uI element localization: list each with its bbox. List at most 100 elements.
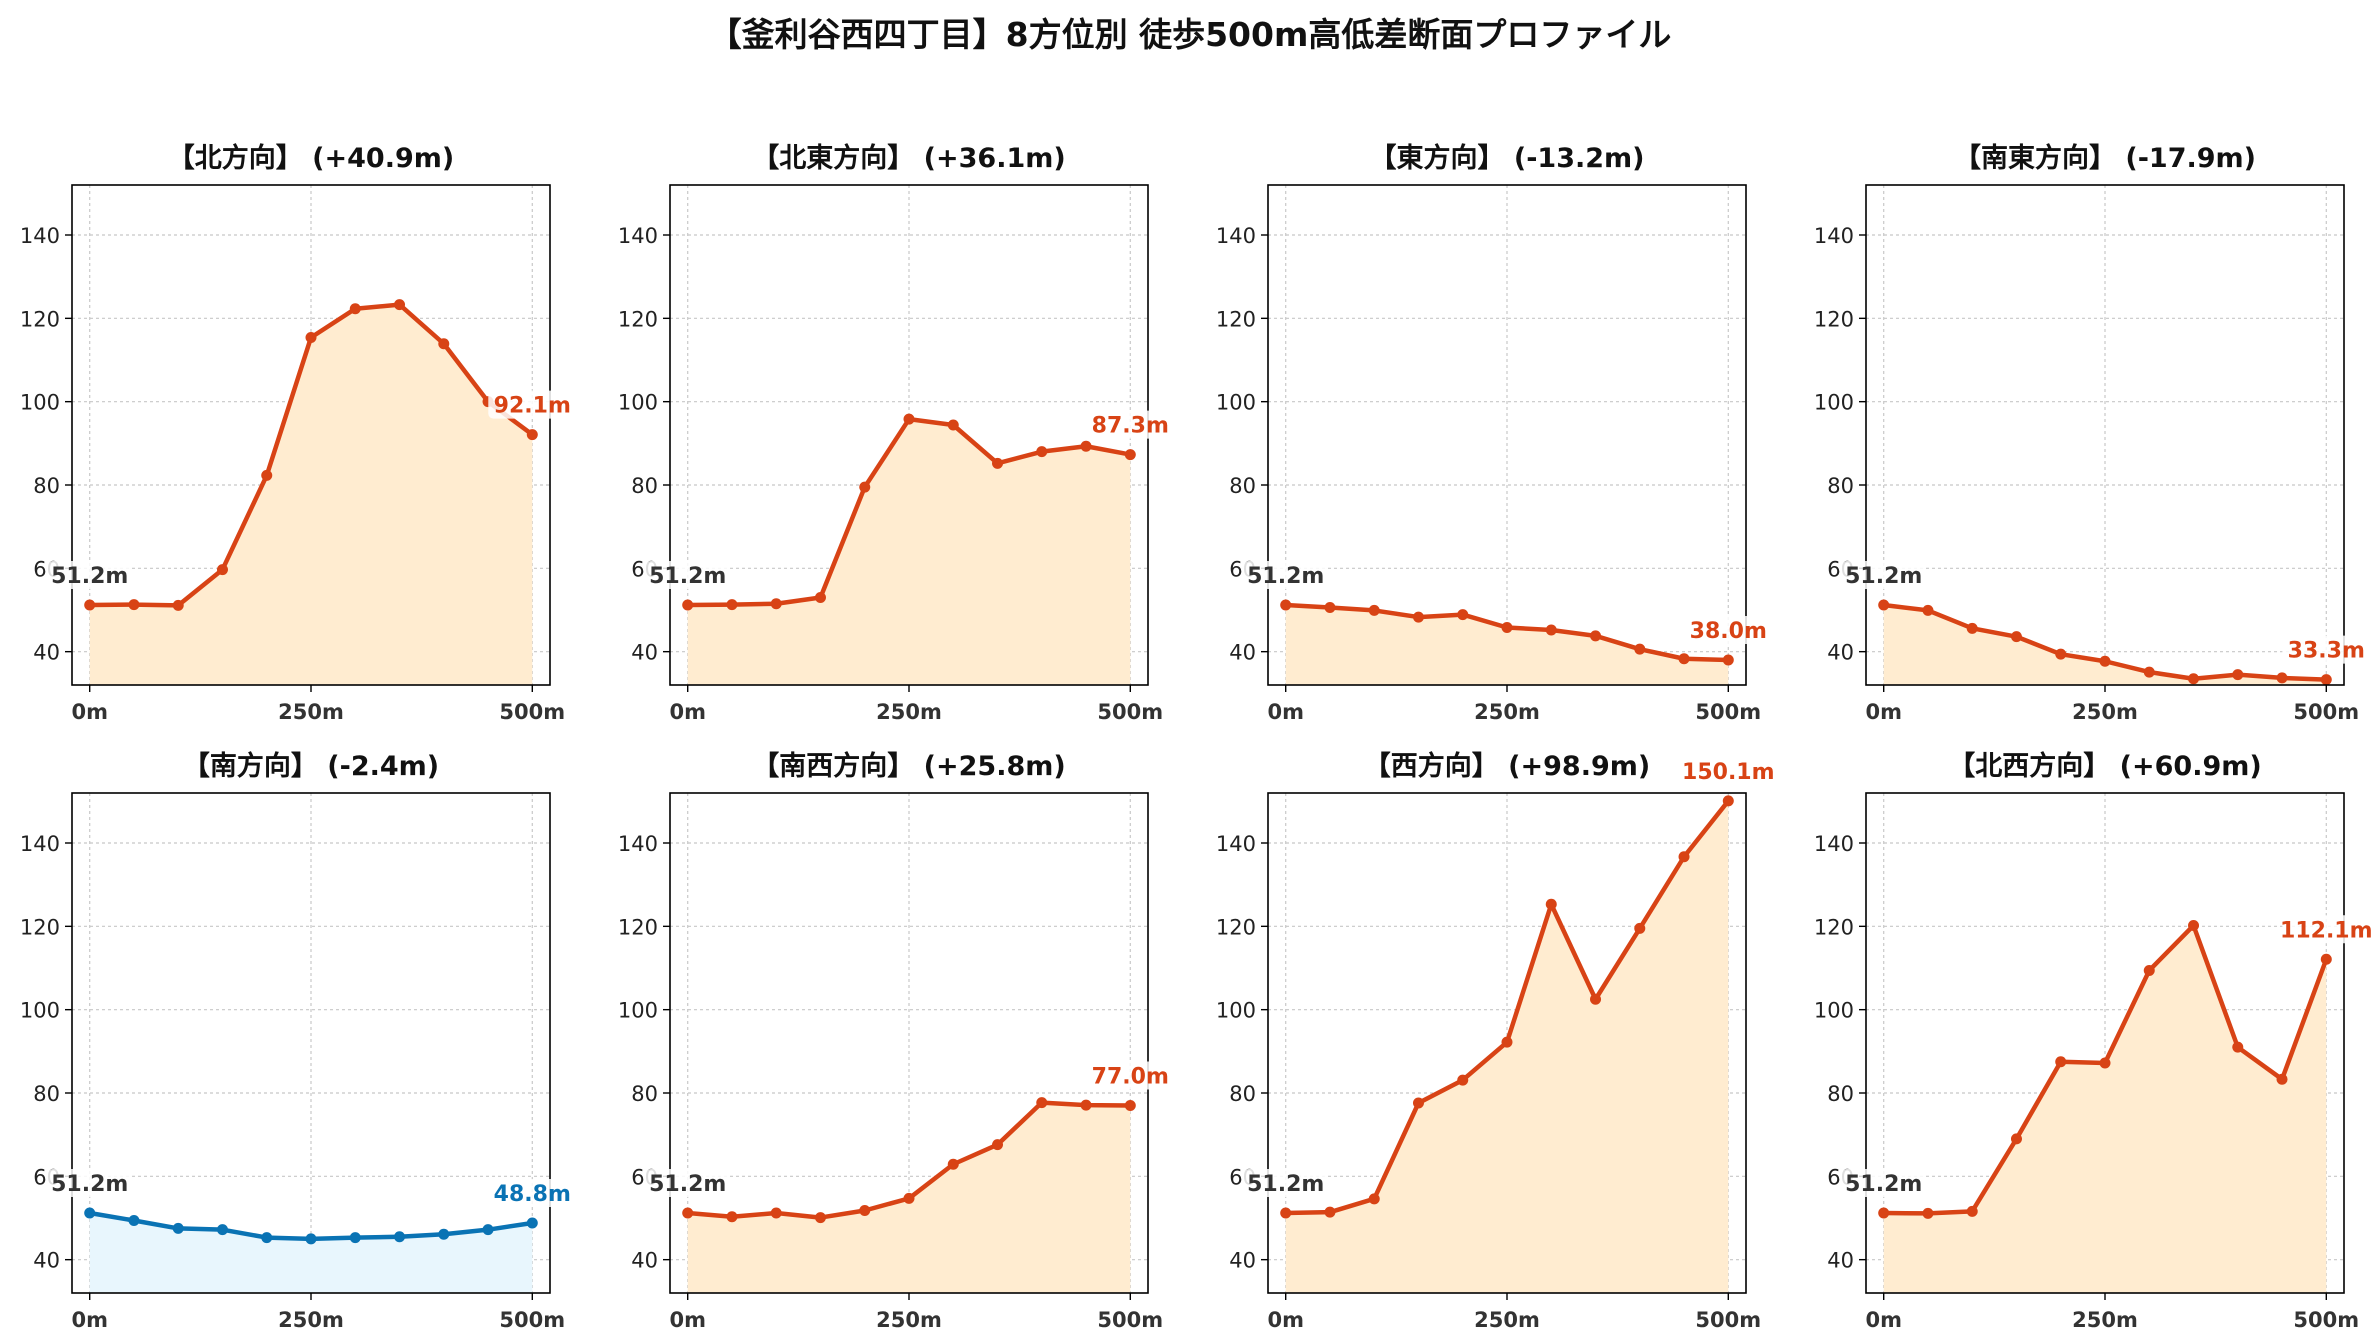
start-elevation-label: 51.2m — [1247, 1172, 1324, 1197]
y-tick-label: 100 — [618, 999, 658, 1023]
x-tick-label: 500m — [1695, 700, 1761, 724]
y-tick-label: 120 — [1216, 307, 1256, 331]
x-tick-label: 250m — [278, 700, 344, 724]
x-tick-label: 0m — [1267, 700, 1304, 724]
data-point — [682, 599, 694, 611]
y-tick-label: 120 — [1814, 307, 1854, 331]
x-tick-label: 250m — [278, 1308, 344, 1332]
data-point — [1590, 630, 1602, 642]
data-point — [947, 419, 959, 431]
x-tick-label: 0m — [669, 1308, 706, 1332]
data-point — [2143, 965, 2155, 976]
subplot-title: 【北方向】 (+40.9m) — [168, 142, 454, 174]
data-point — [394, 1231, 406, 1243]
data-point — [859, 1205, 871, 1216]
y-tick-label: 120 — [1216, 915, 1256, 939]
data-point — [526, 1217, 538, 1229]
y-tick-label: 120 — [20, 307, 60, 331]
end-elevation-label: 77.0m — [1092, 1065, 1169, 1090]
data-point — [2188, 673, 2200, 685]
y-tick-label: 40 — [33, 1249, 60, 1273]
x-tick-label: 250m — [1474, 1308, 1540, 1332]
data-point — [682, 1207, 694, 1219]
x-tick-label: 250m — [2072, 1308, 2138, 1332]
data-point — [1324, 1206, 1336, 1218]
figure-title: 【釜利谷西四丁目】8方位別 徒歩500m高低差断面プロファイル — [708, 15, 1672, 54]
data-point — [2010, 1133, 2022, 1145]
data-point — [2055, 1056, 2067, 1068]
start-label-bg — [47, 1169, 130, 1197]
data-point — [1878, 1207, 1890, 1219]
data-point — [1280, 1207, 1292, 1219]
x-tick-label: 0m — [1865, 700, 1902, 724]
y-tick-label: 40 — [1229, 641, 1256, 665]
start-elevation-label: 51.2m — [51, 1172, 128, 1197]
data-point — [903, 413, 915, 425]
elevation-area — [687, 419, 1131, 685]
data-point — [305, 332, 317, 343]
end-elevation-label: 150.1m — [1682, 760, 1775, 785]
data-point — [438, 1228, 450, 1240]
y-tick-label: 140 — [20, 224, 60, 248]
y-tick-label: 40 — [1827, 1249, 1854, 1273]
x-tick-label: 250m — [876, 700, 942, 724]
x-tick-label: 250m — [2072, 700, 2138, 724]
start-label-bg — [47, 561, 130, 589]
data-point — [438, 338, 450, 350]
data-point — [726, 599, 738, 611]
elevation-area — [1883, 605, 2327, 685]
y-tick-label: 140 — [618, 832, 658, 856]
data-point — [1412, 611, 1424, 623]
data-point — [1966, 622, 1978, 634]
end-label-bg — [1086, 1061, 1175, 1090]
data-point — [2055, 648, 2067, 660]
end-label-bg — [1684, 616, 1773, 644]
data-point — [903, 1192, 915, 1204]
subplot-title: 【南東方向】 (-17.9m) — [1954, 142, 2256, 174]
subplot-title: 【北東方向】 (+36.1m) — [752, 142, 1065, 174]
y-tick-label: 40 — [631, 641, 658, 665]
subplot-title: 【東方向】 (-13.2m) — [1369, 142, 1644, 174]
start-label-bg — [645, 1169, 728, 1197]
subplot-title: 【南西方向】 (+25.8m) — [752, 750, 1065, 782]
y-tick-label: 140 — [1216, 224, 1256, 248]
y-tick-label: 80 — [1827, 474, 1854, 498]
data-point — [2143, 666, 2155, 678]
y-tick-label: 100 — [1216, 391, 1256, 415]
data-point — [726, 1211, 738, 1223]
data-point — [814, 592, 826, 603]
x-tick-label: 250m — [1474, 700, 1540, 724]
x-tick-label: 250m — [876, 1308, 942, 1332]
data-point — [1080, 440, 1092, 452]
data-point — [526, 429, 538, 441]
elevation-area — [89, 304, 533, 685]
y-tick-label: 120 — [618, 307, 658, 331]
start-elevation-label: 51.2m — [649, 564, 726, 589]
data-point — [1678, 653, 1690, 665]
data-point — [2232, 669, 2244, 681]
data-point — [84, 599, 96, 611]
data-point — [1545, 624, 1557, 636]
y-tick-label: 100 — [618, 391, 658, 415]
end-label-bg — [488, 390, 577, 419]
x-tick-label: 500m — [1097, 1308, 1163, 1332]
end-elevation-label: 33.3m — [2288, 639, 2365, 664]
subplot-title: 【南方向】 (-2.4m) — [183, 750, 439, 782]
data-point — [1545, 898, 1557, 910]
data-point — [261, 1232, 273, 1244]
data-point — [1124, 449, 1136, 461]
start-label-bg — [1841, 561, 1924, 589]
y-tick-label: 100 — [1814, 999, 1854, 1023]
y-tick-label: 140 — [1814, 832, 1854, 856]
data-point — [1922, 1207, 1934, 1219]
x-tick-label: 500m — [2293, 1308, 2359, 1332]
x-tick-label: 500m — [1695, 1308, 1761, 1332]
y-tick-label: 40 — [631, 1249, 658, 1273]
y-tick-label: 120 — [618, 915, 658, 939]
y-tick-label: 120 — [1814, 915, 1854, 939]
data-point — [349, 303, 361, 315]
